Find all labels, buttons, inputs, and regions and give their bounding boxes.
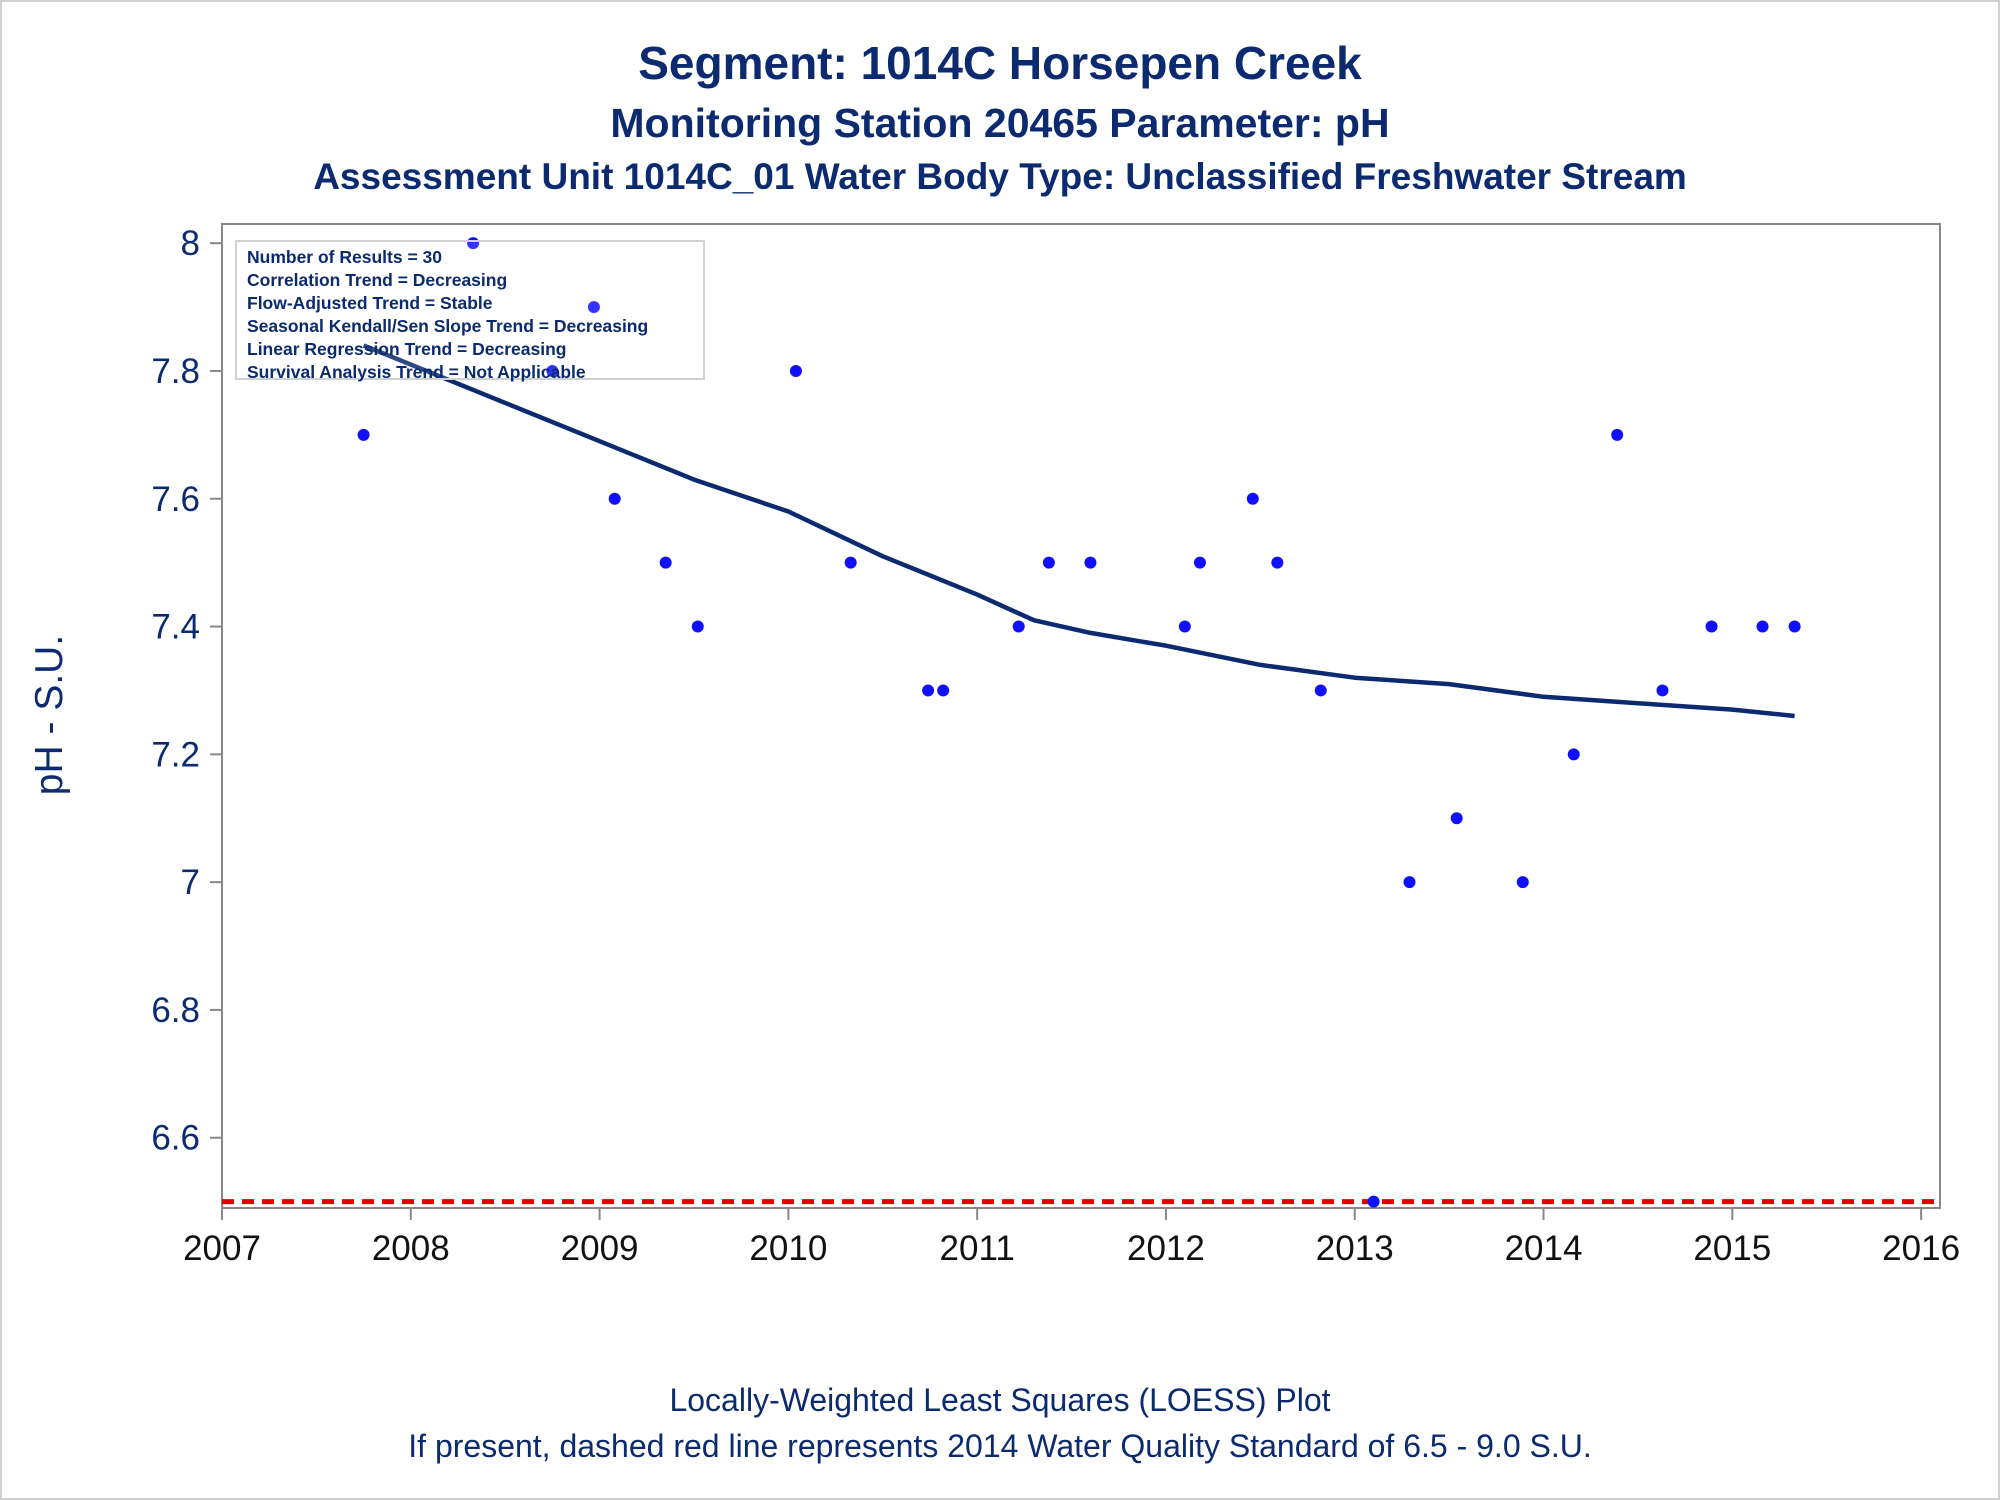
y-tick-label: 7.2 [151,735,200,774]
x-tick-label: 2009 [561,1229,639,1268]
legend-item: Correlation Trend = Decreasing [247,270,508,290]
data-point [1567,748,1580,761]
x-tick-label: 2011 [940,1229,1015,1268]
data-point [789,364,802,377]
x-tick-label: 2008 [372,1229,450,1268]
y-tick-label: 7 [181,863,200,902]
y-tick-label: 7.6 [151,480,200,519]
data-point [1656,684,1669,697]
x-tick-label: 2010 [749,1229,827,1268]
data-point [1516,876,1529,889]
legend-item: Flow-Adjusted Trend = Stable [247,293,493,313]
chart-subtitle-2: Assessment Unit 1014C_01 Water Body Type… [313,156,1687,197]
data-point [1178,620,1191,633]
x-tick-label: 2015 [1693,1229,1771,1268]
data-point [1450,812,1463,825]
data-point [1193,556,1206,569]
x-tick-label: 2007 [183,1229,261,1268]
data-point [1611,428,1624,441]
y-tick-label: 7.8 [151,352,200,391]
chart-title: Segment: 1014C Horsepen Creek [638,37,1362,89]
data-point [357,428,370,441]
x-tick-label: 2016 [1882,1229,1960,1268]
data-point [1705,620,1718,633]
data-point [1246,492,1259,505]
data-point [1756,620,1769,633]
data-point [608,492,621,505]
data-point [659,556,672,569]
y-tick-label: 8 [181,224,200,263]
trend-legend: Number of Results = 30 Correlation Trend… [235,240,705,382]
data-point [1042,556,1055,569]
footnote-method: Locally-Weighted Least Squares (LOESS) P… [669,1382,1331,1418]
legend-item: Seasonal Kendall/Sen Slope Trend = Decre… [247,316,649,336]
plot-border [221,223,1941,1209]
data-point [546,364,559,377]
legend-item: Survival Analysis Trend = Not Applicable [247,362,586,382]
footnote-standard: If present, dashed red line represents 2… [408,1428,1592,1464]
data-point [1788,620,1801,633]
data-point [587,301,600,314]
data-point [844,556,857,569]
chart-subtitle: Monitoring Station 20465 Parameter: pH [610,100,1390,146]
data-point [1403,876,1416,889]
data-point [922,684,935,697]
legend-item: Number of Results = 30 [247,247,442,267]
y-tick-label: 6.6 [151,1119,200,1158]
x-tick-label: 2012 [1127,1229,1205,1268]
loess-line [362,343,1795,719]
y-tick-label: 6.8 [151,991,200,1030]
data-point [1271,556,1284,569]
data-point [691,620,704,633]
data-point [1012,620,1025,633]
data-point [937,684,950,697]
data-point [1084,556,1097,569]
data-point [1367,1195,1380,1208]
y-tick-label: 7.4 [151,608,200,647]
data-point [1314,684,1327,697]
x-tick-label: 2014 [1505,1229,1583,1268]
x-tick-label: 2013 [1316,1229,1394,1268]
legend-item: Linear Regression Trend = Decreasing [247,339,567,359]
